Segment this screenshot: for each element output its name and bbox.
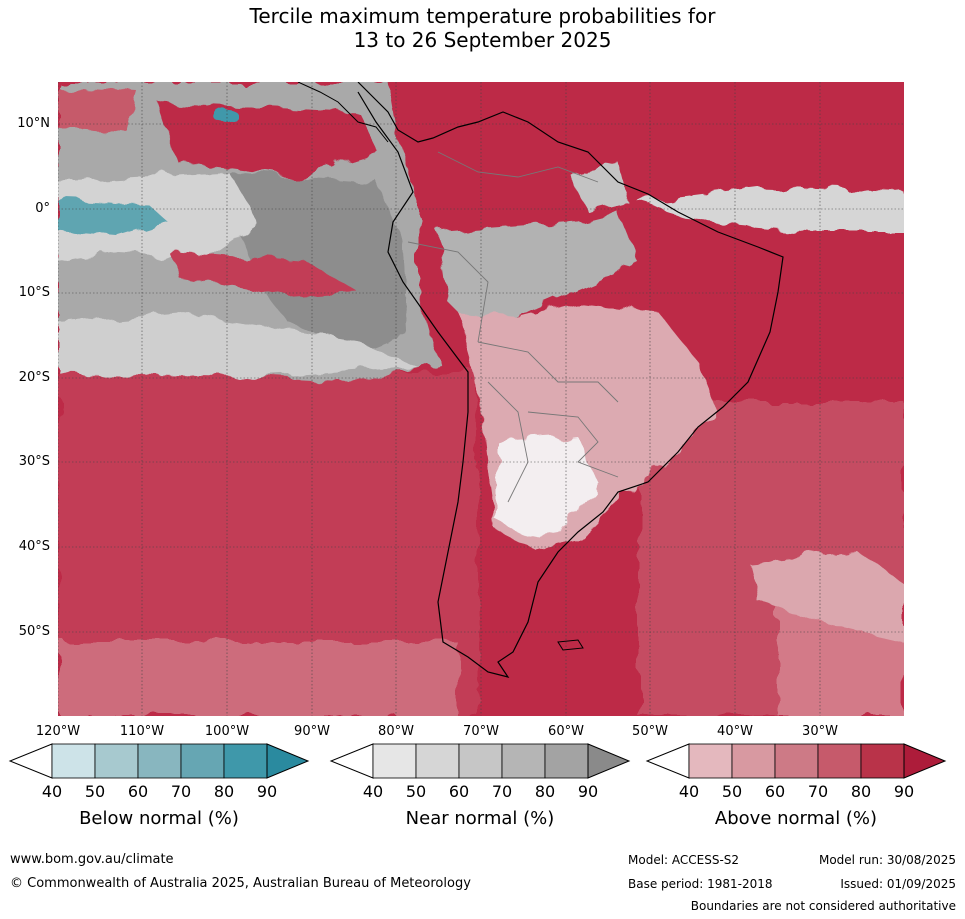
tick: 80 (850, 782, 872, 801)
tick: 70 (170, 782, 192, 801)
near-normal-label: Near normal (%) (405, 808, 555, 829)
footer-copyright: © Commonwealth of Australia 2025, Austra… (10, 876, 471, 891)
footer-disclaimer: Boundaries are not considered authoritat… (690, 899, 956, 913)
above-light-patch (58, 642, 458, 716)
tick: 40 (362, 782, 384, 801)
tick: 70 (807, 782, 829, 801)
tick: 40 (41, 782, 63, 801)
lon-label-90w: 90°W (294, 724, 330, 739)
above-band (168, 252, 358, 297)
below-normal-label: Below normal (%) (79, 808, 239, 829)
below-normal-spot (216, 110, 240, 126)
above-normal-colorbar (645, 743, 947, 779)
near-normal-land (438, 212, 638, 332)
tick: 50 (84, 782, 106, 801)
falkland-islands (557, 639, 584, 651)
footer-issued: Issued: 01/09/2025 (840, 877, 956, 891)
tick: 60 (764, 782, 786, 801)
tick: 90 (256, 782, 278, 801)
lat-label-30s: 30°S (18, 454, 50, 469)
footer-url[interactable]: www.bom.gov.au/climate (10, 852, 174, 867)
lon-label-30w: 30°W (802, 724, 838, 739)
tick: 80 (213, 782, 235, 801)
country-borders (407, 151, 619, 503)
title-line-2: 13 to 26 September 2025 (353, 28, 612, 52)
lat-label-50s: 50°S (18, 624, 50, 639)
above-weak-atlantic (748, 552, 904, 642)
probability-map (58, 82, 904, 716)
lon-label-100w: 100°W (204, 724, 250, 739)
tick: 50 (721, 782, 743, 801)
below-normal-region (58, 200, 168, 237)
tick: 90 (893, 782, 915, 801)
below-normal-colorbar (8, 743, 310, 779)
near-normal-land (568, 162, 628, 212)
footer-base-period: Base period: 1981-2018 (628, 877, 773, 891)
graticule (58, 82, 904, 716)
tick: 60 (448, 782, 470, 801)
south-america-coastline (357, 82, 784, 678)
near-normal-light-region (58, 312, 418, 377)
lon-label-40w: 40°W (717, 724, 753, 739)
lon-label-50w: 50°W (632, 724, 668, 739)
tick: 80 (534, 782, 556, 801)
tick: 40 (678, 782, 700, 801)
title-line-1: Tercile maximum temperature probabilitie… (249, 4, 716, 28)
lat-label-0: 0° (35, 201, 50, 216)
tick: 50 (405, 782, 427, 801)
near-normal-colorbar (329, 743, 631, 779)
footer-model: Model: ACCESS-S2 (628, 853, 740, 867)
lon-label-80w: 80°W (378, 724, 414, 739)
near-normal-atlantic (638, 187, 904, 232)
lon-label-60w: 60°W (548, 724, 584, 739)
lon-label-70w: 70°W (463, 724, 499, 739)
tick: 70 (491, 782, 513, 801)
tick: 60 (127, 782, 149, 801)
above-band (158, 102, 378, 177)
above-band (58, 87, 138, 132)
lon-label-110w: 110°W (119, 724, 165, 739)
tick: 90 (577, 782, 599, 801)
above-normal-label: Above normal (%) (714, 808, 878, 829)
footer-model-run: Model run: 30/08/2025 (818, 853, 956, 867)
central-america-coastline (297, 82, 389, 143)
lon-label-120w: 120°W (35, 724, 81, 739)
lat-label-10s: 10°S (18, 285, 50, 300)
lat-label-10n: 10°N (17, 116, 50, 131)
near-normal-dark-region (228, 172, 408, 352)
lat-label-20s: 20°S (18, 370, 50, 385)
lat-label-40s: 40°S (18, 539, 50, 554)
map-title: Tercile maximum temperature probabilitie… (0, 4, 965, 52)
